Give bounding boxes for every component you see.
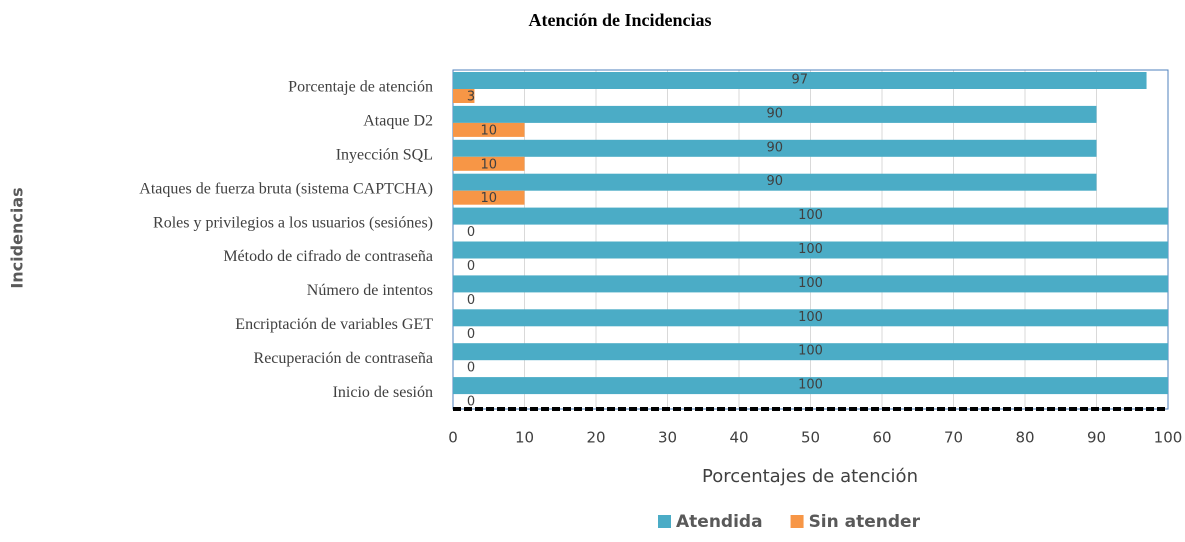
data-label: 90 (766, 174, 783, 189)
y-tick-label: Porcentaje de atención (288, 79, 433, 96)
bar (453, 156, 525, 171)
x-tick-label: 30 (658, 429, 677, 447)
data-label: 100 (798, 310, 823, 325)
chart-title: Atención de Incidencias (528, 10, 711, 30)
bar (453, 122, 525, 137)
y-tick-label: Inicio de sesión (333, 384, 433, 401)
x-tick-label: 20 (586, 429, 605, 447)
x-tick-label: 100 (1154, 429, 1183, 447)
x-tick-label: 10 (515, 429, 534, 447)
bar (453, 309, 1168, 327)
legend-label: Atendida (676, 512, 763, 532)
y-tick-label: Ataque D2 (363, 113, 433, 130)
x-axis-title: Porcentajes de atención (702, 466, 918, 487)
bar (453, 139, 1097, 157)
x-tick-label: 60 (872, 429, 891, 447)
bar (453, 72, 1147, 89)
bar (453, 275, 1168, 293)
x-tick-label: 40 (729, 429, 748, 447)
x-tick-label: 70 (944, 429, 963, 447)
bar (453, 89, 475, 103)
y-tick-label: Encriptación de variables GET (235, 316, 433, 333)
data-label: 90 (766, 106, 783, 121)
x-tick-label: 90 (1087, 429, 1106, 447)
data-label: 100 (798, 344, 823, 359)
bar (453, 377, 1168, 395)
x-tick-label: 0 (448, 429, 458, 447)
data-label: 10 (480, 123, 497, 138)
legend-swatch (658, 515, 671, 528)
bar (453, 343, 1168, 361)
data-label: 100 (798, 378, 823, 393)
data-label: 100 (798, 208, 823, 223)
y-tick-label: Roles y privilegios a los usuarios (sesi… (153, 214, 433, 231)
legend-label: Sin atender (809, 512, 921, 532)
x-tick-label: 50 (801, 429, 820, 447)
y-tick-label: Inyección SQL (336, 146, 433, 163)
bar (453, 241, 1168, 259)
y-axis-title: Incidencias (8, 187, 27, 288)
data-label: 97 (792, 73, 809, 88)
data-label: 90 (766, 140, 783, 155)
bar (453, 173, 1097, 191)
data-label: 100 (798, 242, 823, 257)
y-tick-label: Ataques de fuerza bruta (sistema CAPTCHA… (139, 180, 433, 197)
bar (453, 207, 1168, 225)
data-label: 0 (467, 327, 475, 342)
data-label: 100 (798, 276, 823, 291)
data-label: 0 (467, 361, 475, 376)
legend-swatch (790, 515, 804, 528)
data-label: 0 (467, 395, 475, 410)
data-label: 10 (480, 191, 497, 206)
y-tick-label: Método de cifrado de contraseña (223, 248, 433, 265)
bar (453, 105, 1097, 123)
data-label: 3 (467, 90, 475, 105)
data-label: 0 (467, 225, 475, 240)
bar (453, 190, 525, 205)
data-label: 0 (467, 259, 475, 274)
data-label: 0 (467, 293, 475, 308)
data-label: 10 (480, 157, 497, 172)
x-tick-label: 80 (1015, 429, 1034, 447)
y-tick-label: Recuperación de contraseña (254, 350, 433, 367)
y-tick-label: Número de intentos (307, 282, 433, 299)
